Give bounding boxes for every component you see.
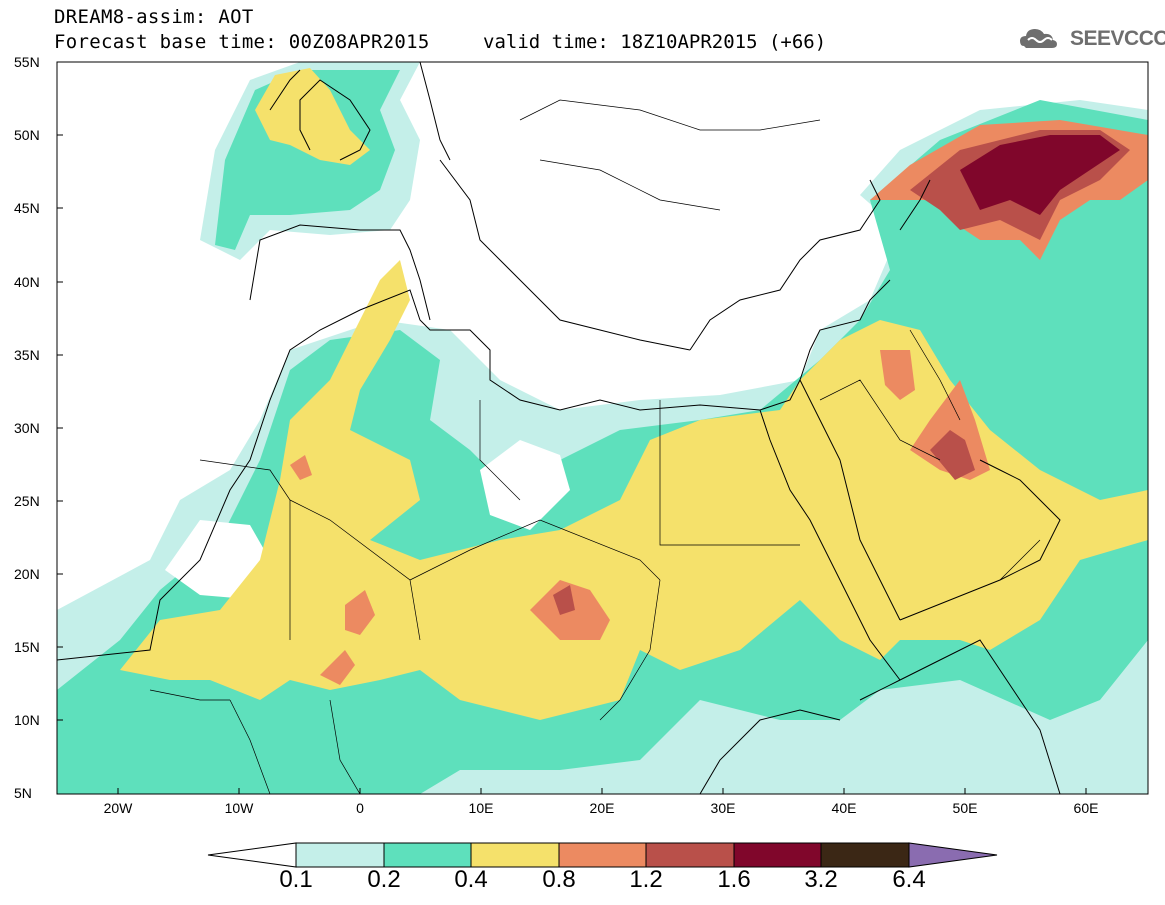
valid-time: valid time: 18Z10APR2015 (+66) — [483, 31, 827, 53]
aot-fields — [57, 62, 1148, 794]
lat-label-50n: 50N — [14, 127, 40, 143]
lat-label-55n: 55N — [14, 54, 40, 70]
aot-low-patch-2 — [480, 440, 570, 530]
lon-label-10w: 10W — [224, 800, 254, 816]
forecast-base-time: Forecast base time: 00Z08APR2015 — [54, 31, 430, 53]
aot-level-1.2-chad — [553, 585, 575, 615]
aot-level-0.8-niger — [320, 650, 355, 685]
aot-level-1.2-iraq — [930, 430, 975, 480]
colorbar-label-1.6: 1.6 — [717, 866, 751, 893]
lon-label-40e: 40E — [831, 800, 857, 816]
map-title: DREAM8-assim: AOT — [54, 6, 254, 28]
lon-label-10e: 10E — [468, 800, 494, 816]
lat-label-15n: 15N — [14, 639, 40, 655]
colorbar-label-3.2: 3.2 — [804, 866, 838, 893]
lon-label-0: 0 — [356, 800, 364, 816]
aot-low-patch — [165, 520, 270, 600]
lon-label-30e: 30E — [710, 800, 736, 816]
logo-text: SEEVCCC — [1070, 27, 1165, 50]
coastlines — [57, 62, 1061, 794]
axis-ticks — [57, 134, 1087, 794]
colorbar-label-6.4: 6.4 — [892, 866, 926, 893]
lat-label-30n: 30N — [14, 420, 40, 436]
lat-label-25n: 25N — [14, 493, 40, 509]
aot-level-0.8-mali — [345, 590, 375, 635]
lat-label-5n: 5N — [14, 785, 32, 801]
lat-label-45n: 45N — [14, 200, 40, 216]
aot-level-0.4-nw — [255, 68, 370, 165]
colorbar-label-0.2: 0.2 — [367, 866, 401, 893]
lat-label-10n: 10N — [14, 712, 40, 728]
colorbar-label-0.1: 0.1 — [279, 866, 313, 893]
cloud-logo-icon — [1020, 29, 1057, 48]
aot-level-0.8-algeria — [290, 455, 312, 480]
lon-label-20e: 20E — [589, 800, 615, 816]
colorbar-label-0.4: 0.4 — [454, 866, 488, 893]
lon-label-20w: 20W — [103, 800, 133, 816]
colorbar-label-0.8: 0.8 — [542, 866, 576, 893]
country-borders — [149, 99, 1041, 794]
colorbar-label-1.2: 1.2 — [629, 866, 663, 893]
lat-label-40n: 40N — [14, 274, 40, 290]
lon-label-50e: 50E — [952, 800, 978, 816]
lon-label-60e: 60E — [1073, 800, 1099, 816]
lat-label-20n: 20N — [14, 566, 40, 582]
aot-level-1.6 — [960, 135, 1120, 215]
lat-label-35n: 35N — [14, 347, 40, 363]
